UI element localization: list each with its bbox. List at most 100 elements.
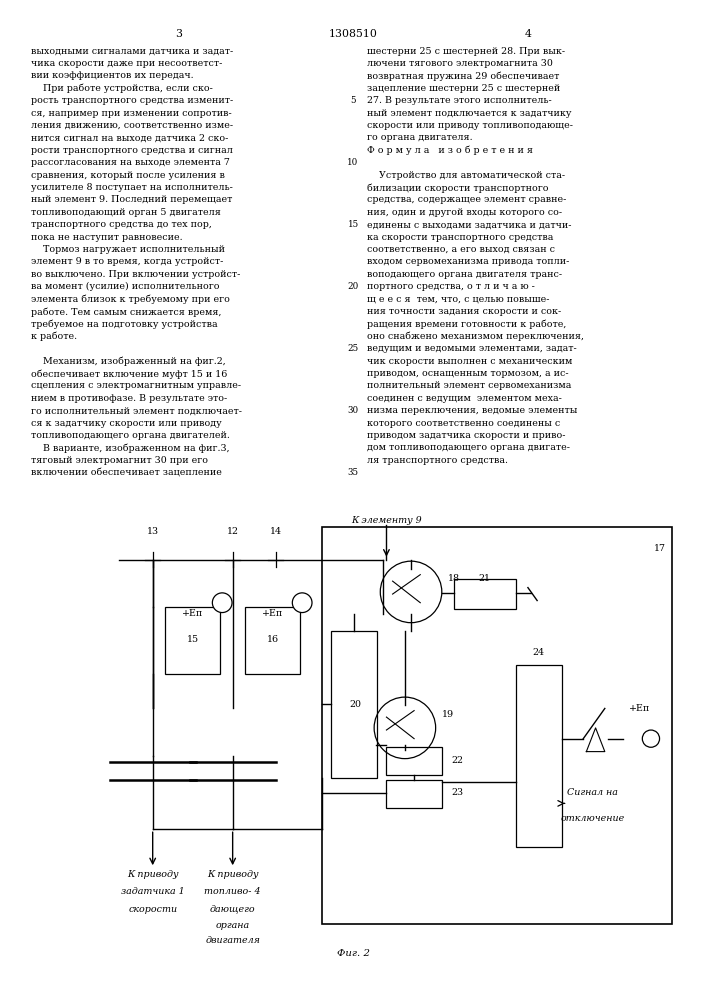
Text: приводом задатчика скорости и приво-: приводом задатчика скорости и приво- [367,431,566,440]
Text: Механизм, изображенный на фиг.2,: Механизм, изображенный на фиг.2, [30,357,226,366]
Text: 5: 5 [350,96,356,105]
Text: нится сигнал на выходе датчика 2 ско-: нится сигнал на выходе датчика 2 ско- [30,133,228,142]
Circle shape [374,697,436,759]
Bar [387,747,442,775]
Text: ния точности задания скорости и сок-: ния точности задания скорости и сок- [367,307,561,316]
Text: ведущим и ведомыми элементами, задат-: ведущим и ведомыми элементами, задат- [367,344,577,353]
Text: ращения времени готовности к работе,: ращения времени готовности к работе, [367,319,566,329]
Text: 12: 12 [227,527,239,536]
Text: лючени тягового электромагнита 30: лючени тягового электромагнита 30 [367,59,553,68]
Text: элемент 9 в то время, когда устройст-: элемент 9 в то время, когда устройст- [30,257,223,266]
Text: ный элемент подключается к задатчику: ный элемент подключается к задатчику [367,109,571,118]
Text: отключение: отключение [561,814,624,823]
Text: 4: 4 [525,29,532,39]
Text: средства, содержащее элемент сравне-: средства, содержащее элемент сравне- [367,195,566,204]
Text: К приводу: К приводу [207,870,258,879]
Text: приводом, оснащенным тормозом, а ис-: приводом, оснащенным тормозом, а ис- [367,369,568,378]
Bar [454,579,515,609]
Bar [515,665,562,847]
Text: ления движению, соответственно изме-: ления движению, соответственно изме- [30,121,233,130]
Text: В варианте, изображенном на фиг.3,: В варианте, изображенном на фиг.3, [30,443,229,453]
Circle shape [212,593,232,613]
Text: 20: 20 [347,282,358,291]
Text: щ е е с я  тем, что, с целью повыше-: щ е е с я тем, что, с целью повыше- [367,295,549,304]
Text: 20: 20 [349,700,361,709]
Text: ка скорости транспортного средства: ка скорости транспортного средства [367,233,554,242]
Bar [165,607,221,674]
Text: во выключено. При включении устройст-: во выключено. При включении устройст- [30,270,240,279]
Text: ся, например при изменении сопротив-: ся, например при изменении сопротив- [30,109,231,118]
Bar [245,607,300,674]
Text: 35: 35 [348,468,358,477]
Text: сравнения, который после усиления в: сравнения, который после усиления в [30,171,224,180]
Bar [387,780,442,808]
Text: +Еп: +Еп [629,704,650,713]
Text: оно снабжено механизмом переключения,: оно снабжено механизмом переключения, [367,332,584,341]
Text: воподающего органа двигателя транс-: воподающего органа двигателя транс- [367,270,562,279]
Text: 13: 13 [146,527,159,536]
Text: полнительный элемент сервомеханизма: полнительный элемент сервомеханизма [367,381,571,390]
Text: нием в противофазе. В результате это-: нием в противофазе. В результате это- [30,394,227,403]
Text: к работе.: к работе. [30,332,76,341]
Text: Сигнал на: Сигнал на [567,788,618,797]
Text: топливоподающий орган 5 двигателя: топливоподающий орган 5 двигателя [30,208,221,217]
Text: чик скорости выполнен с механическим: чик скорости выполнен с механическим [367,357,572,366]
Text: 14: 14 [269,527,281,536]
Text: Ф о р м у л а   и з о б р е т е н и я: Ф о р м у л а и з о б р е т е н и я [367,146,533,155]
Text: портного средства, о т л и ч а ю -: портного средства, о т л и ч а ю - [367,282,534,291]
Circle shape [380,561,442,623]
Text: двигателя: двигателя [205,936,260,945]
Text: 3: 3 [175,29,182,39]
Text: 24: 24 [532,648,544,657]
Text: дом топливоподающего органа двигате-: дом топливоподающего органа двигате- [367,443,570,452]
Text: единены с выходами задатчика и датчи-: единены с выходами задатчика и датчи- [367,220,571,229]
Text: пока не наступит равновесие.: пока не наступит равновесие. [30,233,182,242]
Text: усилителе 8 поступает на исполнитель-: усилителе 8 поступает на исполнитель- [30,183,233,192]
Text: К приводу: К приводу [127,870,178,879]
Bar [322,527,672,924]
Text: рости транспортного средства и сигнал: рости транспортного средства и сигнал [30,146,233,155]
Text: которого соответственно соединены с: которого соответственно соединены с [367,419,560,428]
Text: соответственно, а его выход связан с: соответственно, а его выход связан с [367,245,555,254]
Text: тяговый электромагнит 30 при его: тяговый электромагнит 30 при его [30,456,208,465]
Text: 10: 10 [347,158,358,167]
Text: работе. Тем самым снижается время,: работе. Тем самым снижается время, [30,307,221,317]
Text: задатчика 1: задатчика 1 [121,887,185,896]
Text: 1308510: 1308510 [329,29,378,39]
Text: билизации скорости транспортного: билизации скорости транспортного [367,183,549,193]
Text: 21: 21 [479,574,491,583]
Text: ля транспортного средства.: ля транспортного средства. [367,456,508,465]
Text: входом сервомеханизма привода топли-: входом сервомеханизма привода топли- [367,257,569,266]
Text: ния, один и другой входы которого со-: ния, один и другой входы которого со- [367,208,562,217]
Text: 19: 19 [442,710,454,719]
Text: сцепления с электромагнитным управле-: сцепления с электромагнитным управле- [30,381,240,390]
Text: топливо- 4: топливо- 4 [204,887,261,896]
Circle shape [292,593,312,613]
Text: го органа двигателя.: го органа двигателя. [367,133,472,142]
Text: 16: 16 [267,635,279,644]
Text: шестерни 25 с шестерней 28. При вык-: шестерни 25 с шестерней 28. При вык- [367,47,565,56]
Text: соединен с ведущим  элементом меха-: соединен с ведущим элементом меха- [367,394,562,403]
Text: 25: 25 [347,344,358,353]
Text: дающего: дающего [210,905,255,914]
Bar [331,631,378,778]
Text: требуемое на подготовку устройства: требуемое на подготовку устройства [30,319,217,329]
Text: +Еп: +Еп [182,609,204,618]
Text: чика скорости даже при несоответст-: чика скорости даже при несоответст- [30,59,222,68]
Text: низма переключения, ведомые элементы: низма переключения, ведомые элементы [367,406,578,415]
Text: элемента близок к требуемому при его: элемента близок к требуемому при его [30,295,230,304]
Text: транспортного средства до тех пор,: транспортного средства до тех пор, [30,220,211,229]
Text: выходными сигналами датчика и задат-: выходными сигналами датчика и задат- [30,47,233,56]
Text: рость транспортного средства изменит-: рость транспортного средства изменит- [30,96,233,105]
Text: 18: 18 [448,574,460,583]
Text: 17: 17 [654,544,666,553]
Text: +Еп: +Еп [262,609,284,618]
Text: обеспечивает включение муфт 15 и 16: обеспечивает включение муфт 15 и 16 [30,369,227,379]
Text: 22: 22 [451,756,463,765]
Text: Тормоз нагружает исполнительный: Тормоз нагружает исполнительный [30,245,225,254]
Text: Устройство для автоматической ста-: Устройство для автоматической ста- [367,171,565,180]
Text: возвратная пружина 29 обеспечивает: возвратная пружина 29 обеспечивает [367,71,559,81]
Text: При работе устройства, если ско-: При работе устройства, если ско- [30,84,212,93]
Text: включении обеспечивает зацепление: включении обеспечивает зацепление [30,468,221,477]
Text: зацепление шестерни 25 с шестерней: зацепление шестерни 25 с шестерней [367,84,560,93]
